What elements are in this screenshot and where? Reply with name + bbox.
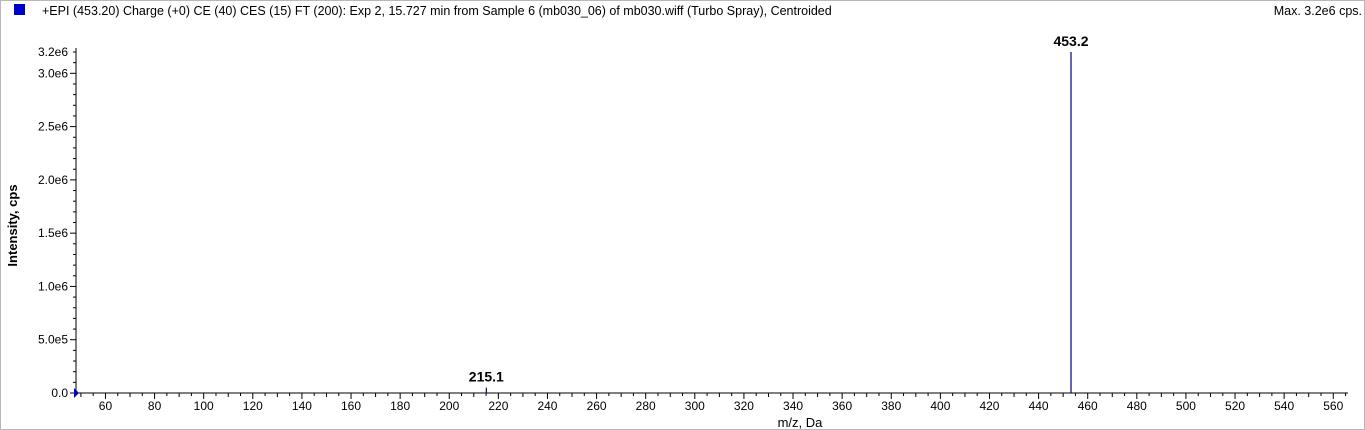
x-tick-label: 240 (537, 399, 557, 413)
x-tick-label: 60 (99, 399, 113, 413)
chart-title: +EPI (453.20) Charge (+0) CE (40) CES (1… (42, 4, 832, 18)
peak-label: 453.2 (1053, 33, 1088, 49)
y-tick-label: 3.2e6 (38, 45, 68, 59)
origin-marker (74, 388, 79, 398)
y-tick-label: 3.0e6 (38, 66, 68, 80)
x-tick-label: 560 (1323, 399, 1343, 413)
x-tick-label: 100 (194, 399, 214, 413)
x-tick-label: 160 (341, 399, 361, 413)
x-tick-label: 500 (1176, 399, 1196, 413)
x-tick-label: 80 (148, 399, 162, 413)
series-legend-marker[interactable] (14, 4, 25, 15)
peak-label: 215.1 (469, 369, 504, 385)
x-tick-label: 540 (1274, 399, 1294, 413)
x-tick-label: 460 (1078, 399, 1098, 413)
x-tick-label: 340 (783, 399, 803, 413)
max-intensity-label: Max. 3.2e6 cps. (1273, 4, 1362, 18)
x-tick-label: 520 (1225, 399, 1245, 413)
y-tick-label: 2.0e6 (38, 173, 68, 187)
y-tick-label: 5.0e5 (38, 333, 68, 347)
x-tick-label: 140 (292, 399, 312, 413)
x-tick-label: 280 (636, 399, 656, 413)
x-tick-label: 380 (881, 399, 901, 413)
y-tick-label: 1.5e6 (38, 226, 68, 240)
x-tick-label: 420 (979, 399, 999, 413)
x-tick-label: 260 (587, 399, 607, 413)
x-axis-title: m/z, Da (778, 415, 824, 430)
x-tick-label: 360 (832, 399, 852, 413)
x-tick-label: 200 (439, 399, 459, 413)
x-tick-label: 480 (1127, 399, 1147, 413)
y-tick-label: 2.5e6 (38, 120, 68, 134)
x-tick-label: 180 (390, 399, 410, 413)
x-tick-label: 440 (1029, 399, 1049, 413)
x-tick-label: 320 (734, 399, 754, 413)
y-axis-title: Intensity, cps (5, 184, 20, 266)
x-tick-label: 400 (930, 399, 950, 413)
y-tick-label: 0.0 (51, 386, 68, 400)
y-tick-label: 1.0e6 (38, 279, 68, 293)
x-tick-label: 220 (488, 399, 508, 413)
x-tick-label: 120 (243, 399, 263, 413)
x-tick-label: 300 (685, 399, 705, 413)
